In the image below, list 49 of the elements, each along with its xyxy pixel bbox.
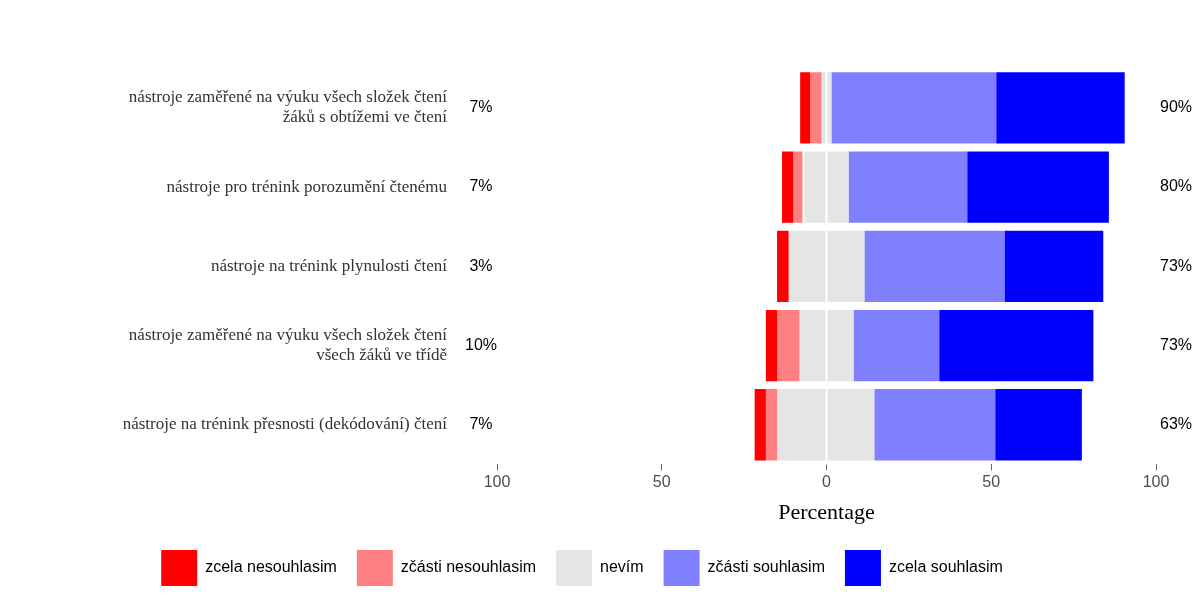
bar	[788, 230, 865, 302]
text: 7%	[469, 98, 493, 116]
bar	[831, 72, 997, 144]
bar	[799, 309, 854, 382]
text: 73%	[1159, 335, 1193, 353]
bar	[754, 389, 766, 461]
x-axis-title: Percentage	[778, 498, 875, 524]
bar	[1004, 230, 1104, 302]
text: 7%	[469, 177, 493, 195]
bar	[793, 151, 803, 223]
bar	[804, 151, 849, 223]
y-tick-label: nástroje na trénink přesnosti (dekódování) čtení	[122, 414, 448, 434]
bar	[864, 230, 1005, 302]
bar	[996, 72, 1125, 144]
bar	[782, 151, 794, 223]
x-tick-label: 50	[652, 473, 671, 491]
text: 7%	[469, 415, 493, 433]
x-tick-label: 100	[483, 473, 511, 491]
bar	[777, 309, 800, 382]
y-tick-label: nástroje zaměřené na výuku všech složek čtení žáků s obtížemi ve čtení	[128, 87, 448, 127]
bar	[853, 309, 940, 382]
text: 3%	[469, 256, 493, 274]
x-tick-label: 50	[982, 473, 1001, 491]
bar	[810, 72, 822, 144]
bar	[765, 389, 778, 461]
text: 10%	[464, 335, 498, 353]
bar	[765, 309, 778, 382]
bar	[848, 151, 968, 223]
legend-label: zčásti souhlasim	[707, 558, 825, 576]
text: 80%	[1159, 177, 1193, 195]
y-tick-label: nástroje na trénink plynulosti čtení	[210, 255, 448, 275]
bar	[777, 389, 875, 461]
bar	[967, 151, 1109, 223]
bar	[995, 389, 1082, 461]
x-tick-label: 0	[822, 473, 832, 491]
legend-label: zcela nesouhlasim	[205, 558, 337, 576]
bar	[800, 72, 811, 144]
x-tick-label: 100	[1142, 473, 1170, 491]
y-tick-label: nástroje pro trénink porozumění čtenému	[166, 176, 448, 196]
text: 90%	[1159, 98, 1193, 116]
bar	[874, 389, 996, 461]
bar	[777, 230, 789, 302]
text: 73%	[1159, 256, 1193, 274]
legend-label: zčásti nesouhlasim	[400, 558, 537, 576]
y-tick-label: nástroje zaměřené na výuku všech složek čtení všech žáků ve třídě	[128, 324, 448, 365]
legend-label: zcela souhlasim	[888, 558, 1003, 576]
bar	[939, 309, 1094, 382]
text: 63%	[1159, 415, 1193, 433]
legend-label: nevím	[600, 558, 644, 576]
